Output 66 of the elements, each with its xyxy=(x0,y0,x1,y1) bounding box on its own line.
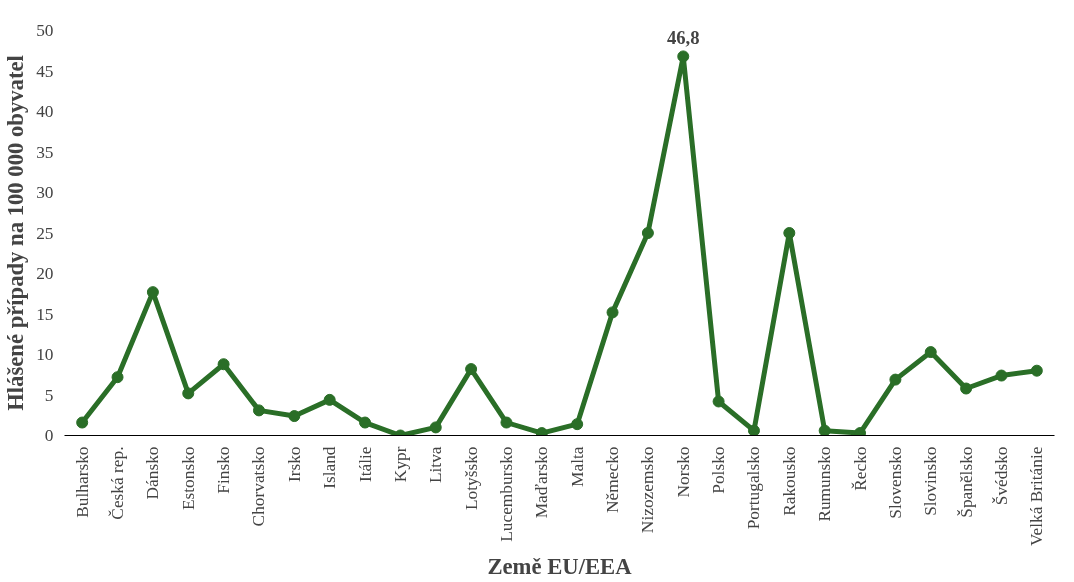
x-tick-label: Malta xyxy=(567,446,587,487)
point xyxy=(924,346,937,359)
point xyxy=(288,410,301,423)
x-tick-label: Island xyxy=(320,446,340,489)
point xyxy=(182,387,195,400)
y-tick-label: 25 xyxy=(36,223,54,243)
point xyxy=(359,416,372,429)
y-tick-label: 15 xyxy=(36,304,54,324)
x-tick-label: Dánsko xyxy=(143,446,163,500)
point xyxy=(889,373,902,386)
point xyxy=(818,424,831,436)
x-tick-label: Německo xyxy=(603,446,623,513)
x-axis-title: Země EU/EEA xyxy=(487,554,633,580)
point xyxy=(1030,364,1043,377)
point xyxy=(252,404,265,417)
x-tick-label: Nizozemsko xyxy=(638,446,658,534)
x-tick-label: Lucembursko xyxy=(496,446,516,542)
point xyxy=(465,363,478,376)
x-tick-label: Rakousko xyxy=(779,446,799,516)
y-tick-label: 10 xyxy=(36,345,54,364)
point xyxy=(747,424,760,436)
point xyxy=(500,416,513,429)
x-tick-label: Portugalsko xyxy=(744,446,764,530)
y-axis-title: Hlášené případy na 100 000 obyvatel xyxy=(3,55,29,411)
y-tick-label: 30 xyxy=(36,183,54,202)
point xyxy=(217,358,230,371)
x-tick-label: Španělsko xyxy=(956,446,976,518)
x-tick-label: Chorvatsko xyxy=(249,446,269,527)
x-tick-label: Polsko xyxy=(709,446,729,494)
y-tick-label: 45 xyxy=(36,61,54,81)
x-tick-label: Rumunsko xyxy=(815,446,835,522)
x-tick-label: Švédsko xyxy=(991,446,1011,506)
point xyxy=(677,50,690,63)
x-tick-label: Slovensko xyxy=(885,446,905,519)
point xyxy=(960,382,973,395)
y-tick-label: 0 xyxy=(44,426,54,445)
y-tick-label: 20 xyxy=(36,264,54,283)
x-tick-label: Bulharsko xyxy=(72,446,92,518)
x-tick-label: Estonsko xyxy=(178,446,198,511)
point xyxy=(641,227,654,239)
data-label: 46,8 xyxy=(666,27,700,49)
x-tick-label: Itálie xyxy=(355,446,375,483)
x-tick-label: Velká Británie xyxy=(1027,446,1047,547)
point xyxy=(111,371,124,384)
x-tick-label: Řecko xyxy=(850,446,870,491)
x-tick-label: Česká rep. xyxy=(108,446,128,520)
x-tick-label: Norsko xyxy=(673,446,693,498)
x-tick-label: Lotyšsko xyxy=(461,446,481,511)
x-tick-label: Litva xyxy=(426,446,446,484)
point xyxy=(995,369,1008,382)
x-tick-label: Irsko xyxy=(284,446,304,483)
y-tick-label: 5 xyxy=(44,385,54,405)
point xyxy=(712,395,725,408)
y-tick-label: 40 xyxy=(36,102,54,121)
point xyxy=(571,418,584,431)
x-tick-label: Finsko xyxy=(214,446,234,494)
point xyxy=(323,393,336,406)
point xyxy=(429,421,442,434)
x-tick-label: Kypr xyxy=(390,446,410,483)
y-tick-label: 35 xyxy=(36,142,54,162)
point xyxy=(606,306,619,319)
point xyxy=(783,227,796,239)
x-tick-label: Slovinsko xyxy=(921,446,941,516)
x-tick-label: Maďarsko xyxy=(532,446,552,519)
y-tick-label: 50 xyxy=(36,21,54,40)
point xyxy=(76,416,89,429)
